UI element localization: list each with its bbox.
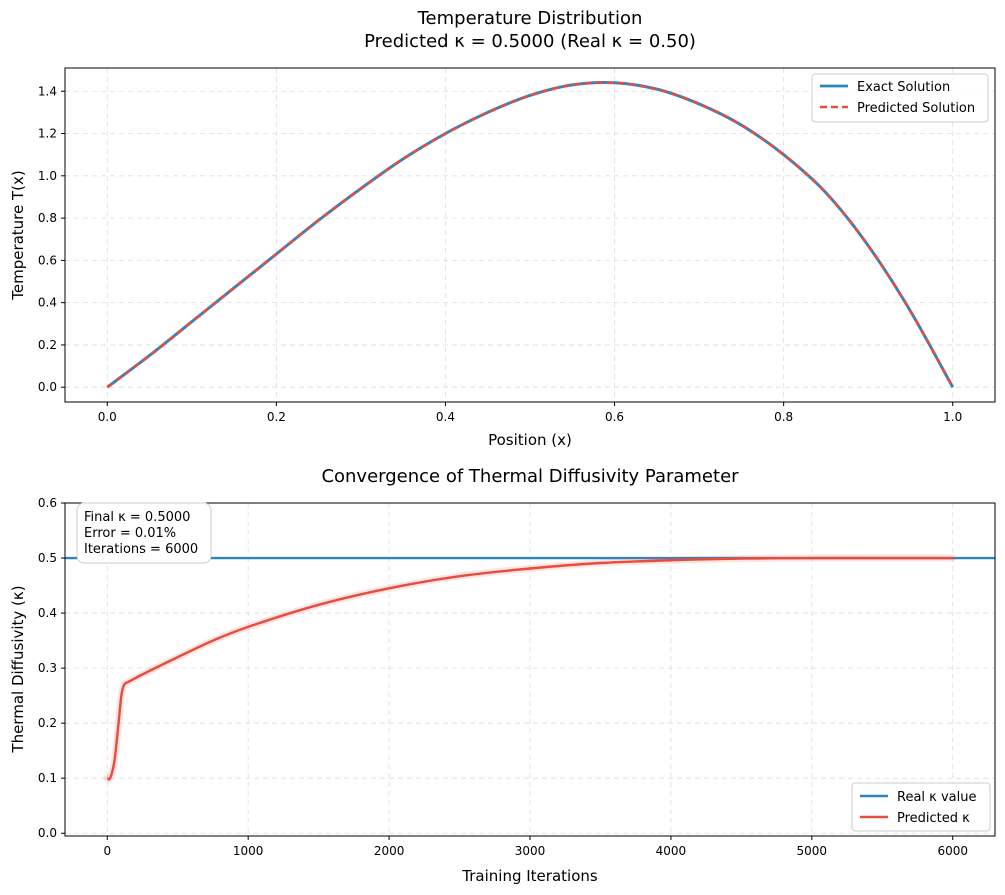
temperature-chart: 0.0 0.2 0.4 0.6 0.8 1.0 0.0 0.2 0.4 0.6 0.8 1.0 1.2…: [9, 8, 996, 449]
p2-y-tick-label: 0.4: [38, 606, 57, 620]
series-line-predicted: [106, 556, 953, 781]
legend-label-real-kappa: Real κ value: [897, 790, 976, 805]
p1-y-tick-label: 0.2: [38, 338, 57, 352]
kappa-x-ticks: 0 1000 2000 3000 4000 5000 6000: [103, 836, 968, 858]
p2-y-tick-label: 0.0: [38, 826, 57, 840]
kappa-convergence-chart: 0 1000 2000 3000 4000 5000 6000 0.00.10.20.30.…: [9, 466, 996, 885]
p1-x-tick-label: 0.8: [774, 410, 793, 424]
p1-y-tick-label: 0.6: [38, 253, 57, 267]
kappa-plot-area: [65, 554, 995, 783]
p1-x-tick-label: 0.6: [605, 410, 624, 424]
kappa-chart-title: Convergence of Thermal Diffusivity Param…: [321, 466, 739, 487]
p1-y-tick-label: 0.0: [38, 380, 57, 394]
p1-y-tick-label: 1.0: [38, 169, 57, 183]
annotation-iterations: Iterations = 6000: [84, 542, 198, 557]
kappa-y-axis-label: Thermal Diffusivity (κ): [9, 585, 27, 753]
temperature-y-axis-label: Temperature T(x): [9, 170, 27, 301]
p2-x-tick-label: 0: [103, 844, 111, 858]
kappa-annotation: Final κ = 0.5000 Error = 0.01% Iteration…: [76, 502, 212, 564]
p2-x-tick-label: 6000: [937, 844, 968, 858]
temperature-y-ticks: 0.0 0.2 0.4 0.6 0.8 1.0 1.2 1.4: [38, 84, 65, 394]
p2-y-tick-label: 0.3: [38, 661, 57, 675]
p1-x-tick-label: 0.4: [436, 410, 455, 424]
p2-x-tick-label: 1000: [233, 844, 264, 858]
kappa-x-axis-label: Training Iterations: [461, 867, 598, 885]
p2-y-tick-label: 0.2: [38, 716, 57, 730]
p1-y-tick-label: 0.8: [38, 211, 57, 225]
temperature-chart-title-line-1: Temperature Distribution: [417, 8, 643, 29]
temperature-chart-title-line-2: Predicted κ = 0.5000 (Real κ = 0.50): [364, 31, 696, 52]
temperature-x-ticks: 0.0 0.2 0.4 0.6 0.8 1.0: [98, 402, 962, 424]
p1-y-tick-label: 1.2: [38, 127, 57, 141]
temperature-plot-area: [106, 81, 955, 389]
p1-x-tick-label: 1.0: [943, 410, 962, 424]
kappa-legend: Real κ value Predicted κ: [851, 782, 991, 832]
annotation-final-kappa: Final κ = 0.5000: [84, 510, 190, 525]
p2-y-tick-label: 0.1: [38, 771, 57, 785]
legend-label-predicted-solution: Predicted Solution: [857, 101, 975, 116]
p2-y-tick-label: 0.6: [38, 496, 57, 510]
p2-x-tick-label: 3000: [515, 844, 546, 858]
p1-y-tick-label: 0.4: [38, 296, 57, 310]
p2-x-tick-label: 5000: [797, 844, 828, 858]
p2-y-tick-label: 0.5: [38, 551, 57, 565]
legend-label-predicted-kappa: Predicted κ: [897, 811, 970, 826]
temperature-x-axis-label: Position (x): [488, 431, 572, 449]
p2-x-tick-label: 4000: [656, 844, 687, 858]
p1-x-tick-label: 0.2: [267, 410, 286, 424]
temperature-axes-frame: [64, 67, 996, 403]
temperature-grid: [65, 68, 995, 402]
temperature-legend: Exact Solution Predicted Solution: [811, 73, 989, 123]
annotation-error: Error = 0.01%: [84, 526, 176, 541]
p1-x-tick-label: 0.0: [98, 410, 117, 424]
p2-x-tick-label: 2000: [374, 844, 405, 858]
kappa-y-ticks: 0.0 0.1 0.2 0.3 0.4 0.5 0.6: [38, 496, 65, 840]
temperature-legend-box: [811, 73, 989, 123]
kappa-annotation-box: [76, 502, 212, 564]
series-line-predicted-solution: [106, 81, 954, 389]
p1-y-tick-label: 1.4: [38, 84, 57, 98]
legend-label-exact-solution: Exact Solution: [857, 80, 950, 95]
